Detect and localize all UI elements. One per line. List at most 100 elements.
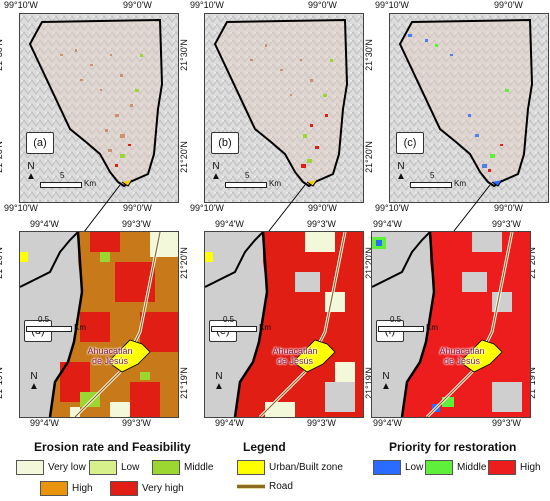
scale-bar bbox=[378, 326, 424, 332]
bottom-axis-label-west-bottom: 99°4'W bbox=[215, 418, 244, 428]
map-panel-b: (b) N ▲ 5 Km bbox=[204, 13, 364, 203]
town-name-line1: Ahuacatlán bbox=[272, 346, 318, 356]
legend-item-high: High bbox=[40, 481, 93, 496]
relief-map-a bbox=[20, 14, 178, 202]
north-letter: N bbox=[27, 161, 35, 172]
bottom-axis-label-east: 99°3'W bbox=[492, 219, 521, 229]
legend-item-priority-middle: Middle bbox=[425, 460, 486, 475]
legend-label: Road bbox=[269, 481, 293, 492]
swatch-high bbox=[40, 481, 68, 496]
legend-item-very-low: Very low bbox=[16, 460, 86, 475]
scale-number: 0.5 bbox=[223, 315, 235, 324]
zoom-map-f bbox=[372, 232, 530, 417]
legend-label: Low bbox=[405, 462, 424, 473]
top-axis-label-east-bottom: 99°0'W bbox=[494, 203, 523, 213]
scale-unit: Km bbox=[84, 179, 96, 188]
north-arrow-icon: N ▲ bbox=[29, 371, 39, 392]
north-letter: N bbox=[30, 371, 38, 382]
scale-number: 5 bbox=[245, 171, 250, 180]
town-name-line1: Ahuacatlán bbox=[439, 346, 485, 356]
relief-map-b bbox=[205, 14, 363, 202]
north-arrow-icon: N ▲ bbox=[211, 161, 221, 182]
bottom-axis-label-east: 99°3'W bbox=[307, 219, 336, 229]
legend-main-title: Legend bbox=[243, 440, 286, 454]
legend-label: Low bbox=[121, 462, 140, 473]
legend-item-middle: Middle bbox=[152, 460, 213, 475]
top-axis-label-west: 99°10'W bbox=[375, 0, 409, 10]
scale-bar bbox=[225, 182, 267, 188]
legend-label: High bbox=[72, 483, 93, 494]
lat-label-upper-bottom: 21°20'N bbox=[178, 247, 189, 279]
legend-label: High bbox=[520, 462, 541, 473]
scale-unit: Km bbox=[74, 323, 86, 332]
swatch-middle bbox=[152, 460, 180, 475]
lat-label-lower-bottom: 21°19'N bbox=[178, 367, 189, 399]
swatch-urban bbox=[237, 460, 265, 475]
scale-unit: Km bbox=[269, 179, 281, 188]
legend-item-road: Road bbox=[237, 481, 293, 492]
legend-label: Urban/Built zone bbox=[269, 462, 343, 473]
top-axis-label-west-bottom: 99°10'W bbox=[4, 203, 38, 213]
swatch-very-low bbox=[16, 460, 44, 475]
relief-map-c bbox=[390, 14, 548, 202]
legend-erosion-title: Erosion rate and Feasibility bbox=[34, 440, 191, 454]
scale-number: 5 bbox=[430, 171, 435, 180]
top-axis-label-west: 99°10'W bbox=[190, 0, 224, 10]
zoom-connector-lines bbox=[73, 184, 491, 246]
scale-unit: Km bbox=[426, 323, 438, 332]
bottom-axis-label-east-bottom: 99°3'W bbox=[492, 418, 521, 428]
scale-number: 0.5 bbox=[390, 315, 402, 324]
scale-bar bbox=[26, 326, 72, 332]
scale-bar bbox=[211, 326, 257, 332]
legend-item-very-high: Very high bbox=[110, 481, 184, 496]
bottom-axis-label-west: 99°4'W bbox=[30, 219, 59, 229]
map-panel-d: (d) N▲ 0.5 Km Ahuacatlán de Jesús bbox=[19, 231, 179, 418]
panel-label-b: (b) bbox=[211, 132, 239, 154]
swatch-priority-low bbox=[373, 460, 401, 475]
legend-item-low: Low bbox=[89, 460, 139, 475]
bottom-axis-label-east-bottom: 99°3'W bbox=[122, 418, 151, 428]
town-label: Ahuacatlán de Jesús bbox=[267, 346, 323, 366]
north-letter: N bbox=[382, 371, 390, 382]
scale-bar bbox=[40, 182, 82, 188]
zoom-map-d bbox=[20, 232, 178, 417]
top-axis-label-west-bottom: 99°10'W bbox=[190, 203, 224, 213]
top-axis-label-west-bottom: 99°10'W bbox=[375, 203, 409, 213]
lat-label-lower-bottom: 21°19'N bbox=[0, 367, 4, 399]
scale-number: 0.5 bbox=[38, 315, 50, 324]
legend-label: Middle bbox=[184, 462, 214, 473]
town-name-line2: de Jesús bbox=[443, 356, 481, 366]
legend-item-urban: Urban/Built zone bbox=[237, 460, 343, 475]
swatch-priority-middle bbox=[425, 460, 453, 475]
north-letter: N bbox=[212, 161, 220, 172]
north-letter: N bbox=[215, 371, 223, 382]
legend-priority-title: Priority for restoration bbox=[389, 440, 517, 454]
map-panel-a: (a) N ▲ 5 Km bbox=[19, 13, 179, 203]
top-axis-label-east: 99°0'W bbox=[494, 0, 523, 10]
north-arrow-icon: N ▲ bbox=[396, 161, 406, 182]
legend-label: Very high bbox=[142, 483, 184, 494]
swatch-low bbox=[89, 460, 117, 475]
legend-label: Very low bbox=[48, 462, 86, 473]
north-arrow-icon: N ▲ bbox=[381, 371, 391, 392]
bottom-axis-label-west: 99°4'W bbox=[373, 219, 402, 229]
map-panel-f: (f) N▲ 0.5 Km Ahuacatlán de Jesús bbox=[371, 231, 531, 418]
legend-label: Middle bbox=[457, 462, 487, 473]
scale-number: 5 bbox=[60, 171, 65, 180]
scale-bar bbox=[410, 182, 452, 188]
map-panel-e: (e) N▲ 0.5 Km Ahuacatlán de Jesús bbox=[204, 231, 364, 418]
town-label: Ahuacatlán de Jesús bbox=[434, 346, 490, 366]
swatch-very-high bbox=[110, 481, 138, 496]
town-label: Ahuacatlán de Jesús bbox=[82, 346, 138, 366]
bottom-axis-label-west-bottom: 99°4'W bbox=[30, 418, 59, 428]
bottom-axis-label-east: 99°3'W bbox=[122, 219, 151, 229]
bottom-axis-label-west-bottom: 99°4'W bbox=[373, 418, 402, 428]
lat-label-upper-bottom: 21°20'N bbox=[0, 247, 4, 279]
scale-unit: Km bbox=[259, 323, 271, 332]
swatch-priority-high bbox=[488, 460, 516, 475]
town-name-line1: Ahuacatlán bbox=[87, 346, 133, 356]
top-axis-label-east: 99°0'W bbox=[123, 0, 152, 10]
top-axis-label-east-bottom: 99°0'W bbox=[308, 203, 337, 213]
legend-item-priority-high: High bbox=[488, 460, 541, 475]
road-line-icon bbox=[237, 484, 265, 489]
